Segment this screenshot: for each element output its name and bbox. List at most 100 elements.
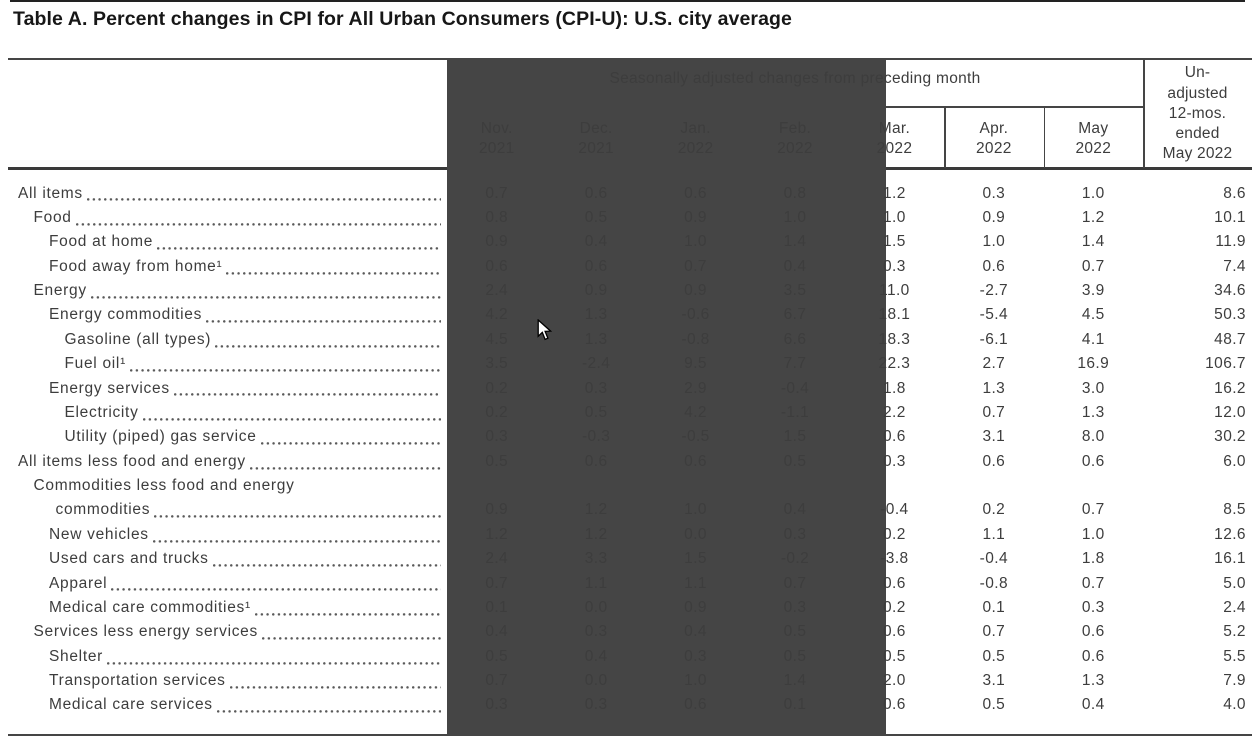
row-label-cell: Apparel: [8, 572, 447, 596]
monthly-value-cell: 6.6: [783, 330, 807, 348]
monthly-value-cell: 0.3: [684, 647, 707, 665]
monthly-value-cell: 0.0: [684, 525, 707, 543]
row-label-cell: Utility (piped) gas service: [8, 425, 447, 449]
monthly-value-cell: 0.3: [485, 696, 509, 714]
month-header-divider: [1043, 106, 1046, 168]
monthly-value-cell: 0.2: [883, 525, 906, 543]
table-row: Electricity 0.2 0.5 4.2 -1.1 2.2 0.7 1.3 12.0: [8, 401, 1252, 425]
monthly-value-cell: 0.3: [584, 379, 608, 397]
month-header-line: Apr.: [979, 119, 1009, 137]
monthly-value-cell: 0.3: [584, 696, 608, 714]
row-label: Energy: [33, 282, 87, 299]
unadjusted-value-cell: 12.0: [1214, 403, 1246, 421]
monthly-value-cell: 1.2: [485, 525, 509, 543]
monthly-value-cell: 1.2: [883, 184, 906, 202]
month-header-line: 2021: [478, 139, 515, 157]
month-header-divider: [944, 106, 946, 168]
monthly-value-cell: 8.0: [1081, 428, 1105, 446]
mouse-cursor: [537, 319, 553, 341]
table-row: Energy 2.4 0.9 0.9 3.5 11.0 -2.7 3.9 34.6: [8, 279, 1252, 303]
monthly-value-cell: 0.4: [485, 623, 509, 641]
seasonally-adjusted-spanner: Seasonally adjusted changes from precedi…: [609, 70, 981, 87]
dot-leader: [150, 498, 442, 522]
monthly-value-cell: 0.7: [485, 184, 509, 202]
month-column-header: Apr. 2022: [944, 110, 1043, 167]
row-label-cell: Food away from home¹: [8, 255, 447, 279]
row-label-cell: New vehicles: [8, 523, 447, 547]
row-label-line: Food away from home¹: [8, 255, 442, 279]
monthly-value-cell: 3.5: [783, 282, 807, 299]
row-label: Used cars and trucks: [49, 550, 209, 568]
row-label: All items less food and energy: [18, 452, 246, 470]
month-header-divider: [645, 106, 648, 168]
monthly-value-cell: 1.1: [584, 574, 608, 592]
monthly-value-cell: 0.5: [584, 403, 608, 421]
monthly-value-cell: 3.9: [1081, 282, 1105, 299]
table-row: Medical care services 0.3 0.3 0.6 0.1 0.6 0.5 0…: [8, 693, 1252, 717]
month-header-line: Dec.: [579, 119, 613, 137]
monthly-value-cell: 4.1: [1081, 330, 1105, 348]
unadjusted-value-cell: 34.6: [1214, 282, 1246, 299]
monthly-value-cell: 0.7: [783, 574, 807, 592]
dot-leader: [211, 328, 442, 352]
monthly-value-cell: -0.8: [979, 574, 1008, 592]
monthly-value-cell: 3.1: [982, 672, 1006, 689]
monthly-value-cell: 1.1: [684, 574, 707, 592]
unadjusted-value-cell: 11.9: [1215, 233, 1246, 251]
unadjusted-value-cell: 7.4: [1223, 257, 1246, 275]
monthly-value-cell: 0.7: [485, 672, 509, 689]
monthly-value-cell: 0.5: [584, 208, 608, 226]
row-label: Gasoline (all types): [64, 330, 212, 348]
month-column-header: May 2022: [1044, 110, 1143, 167]
stub-divider-line: [447, 58, 886, 736]
monthly-value-cell: 0.3: [883, 257, 906, 275]
monthly-value-cell: 0.6: [982, 257, 1006, 275]
row-label-cell: Medical care commodities¹: [8, 596, 447, 620]
row-label-cell: Energy commodities: [8, 303, 447, 327]
monthly-value-cell: 18.3: [878, 330, 911, 348]
monthly-value-cell: -6.1: [979, 330, 1008, 348]
month-header-line: 2022: [777, 139, 813, 157]
monthly-value-cell: 0.5: [982, 696, 1006, 714]
dot-leader: [87, 279, 442, 303]
monthly-value-cell: 0.2: [485, 403, 509, 421]
unadjusted-value-cell: 5.5: [1223, 647, 1246, 665]
row-label: Commodities less food and energy: [33, 477, 295, 494]
row-label-cell: Used cars and trucks: [8, 547, 447, 571]
row-label: Apparel: [49, 574, 108, 592]
monthly-value-cell: 0.9: [982, 208, 1006, 226]
monthly-value-cell: 0.7: [1081, 574, 1105, 592]
table-row: Used cars and trucks 2.4 3.3 1.5 -0.2 -3.8 -0.…: [8, 547, 1252, 571]
monthly-value-cell: 0.4: [584, 647, 608, 665]
monthly-value-cell: 0.6: [883, 696, 906, 714]
dot-leader: [246, 450, 442, 474]
table-row: All items less food and energy 0.5 0.6 0.6 0…: [8, 450, 1252, 474]
row-label: Transportation services: [49, 672, 226, 689]
monthly-value-cell: 0.6: [883, 623, 906, 641]
monthly-value-cell: -2.7: [979, 282, 1008, 299]
month-header-line: Nov.: [480, 119, 513, 137]
monthly-value-cell: 2.0: [883, 672, 906, 689]
monthly-value-cell: -0.6: [681, 306, 710, 324]
monthly-value-cell: 0.3: [982, 184, 1006, 202]
monthly-value-cell: 7.7: [783, 355, 807, 373]
monthly-value-cell: -2.4: [581, 355, 611, 373]
unadjusted-header-line: 12-mos.: [1168, 104, 1227, 122]
monthly-value-cell: 1.8: [1081, 550, 1105, 568]
monthly-value-cell: -0.4: [780, 379, 810, 397]
dot-leader: [258, 620, 442, 644]
table-row: Utility (piped) gas service 0.3 -0.3 -0.5 1.…: [8, 425, 1252, 449]
dot-leader: [202, 303, 442, 327]
monthly-value-cell: 0.6: [982, 452, 1006, 470]
monthly-value-cell: 0.5: [883, 647, 906, 665]
monthly-value-cell: 18.1: [878, 306, 911, 324]
monthly-value-cell: 0.3: [584, 623, 608, 641]
monthly-value-cell: 1.2: [584, 501, 608, 519]
monthly-value-cell: 0.6: [584, 452, 608, 470]
monthly-value-cell: 2.7: [982, 355, 1006, 373]
row-label-cell: Commodities less food and energy commodit…: [8, 474, 447, 523]
monthly-value-cell: 4.5: [1081, 306, 1105, 324]
monthly-value-cell: 0.6: [584, 184, 608, 202]
row-label-cell: Food at home: [8, 230, 447, 254]
